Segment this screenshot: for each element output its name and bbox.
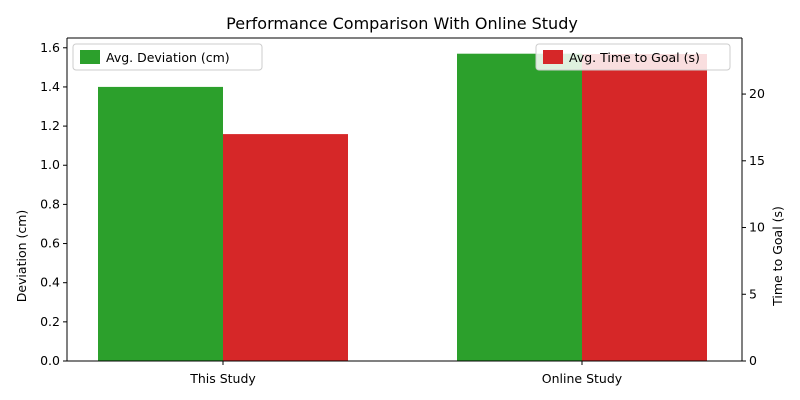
legend-right-label: Avg. Time to Goal (s) — [569, 50, 700, 65]
y-left-tick-label: 1.6 — [40, 40, 60, 55]
y-left-tick-label: 1.2 — [40, 118, 60, 133]
legend-right-frame — [535, 43, 731, 71]
y-right-tick-label: 15 — [749, 153, 765, 168]
legend-left: Avg. Deviation (cm) — [72, 43, 263, 71]
axes-layer: 0.0 0.2 0.4 0.6 0.8 1.0 1.2 1.4 1.6 0 5 10 15 20 This … — [40, 37, 765, 386]
bars-layer — [98, 53, 707, 362]
bar-deviation-0 — [98, 86, 223, 362]
y-right-tick-label: 0 — [749, 353, 757, 368]
legend-right: Avg. Time to Goal (s) — [535, 43, 731, 71]
y-right-tick-label: 10 — [749, 220, 765, 235]
y-left-tick-label: 0.4 — [40, 275, 60, 290]
y-left-axis-label: Deviation (cm) — [14, 210, 29, 303]
y-right-tick-label: 5 — [749, 286, 757, 301]
x-tick-label: This Study — [189, 371, 256, 386]
legend-left-label: Avg. Deviation (cm) — [106, 50, 230, 65]
legend-left-frame — [72, 43, 263, 71]
y-left-tick-label: 0.0 — [40, 353, 60, 368]
bar-deviation-1 — [457, 53, 582, 361]
x-tick-label: Online Study — [542, 371, 623, 386]
y-left-tick-label: 1.4 — [40, 79, 60, 94]
chart-title: Performance Comparison With Online Study — [226, 14, 578, 33]
bar-time-to-goal-1 — [582, 54, 707, 361]
y-left-tick-label: 0.8 — [40, 196, 60, 211]
legend-right-swatch — [543, 50, 563, 64]
y-right-tick-label: 20 — [749, 86, 765, 101]
y-left-tick-label: 1.0 — [40, 157, 60, 172]
y-right-axis-label: Time to Goal (s) — [770, 206, 785, 307]
y-left-tick-label: 0.6 — [40, 236, 60, 251]
bar-time-to-goal-0 — [223, 134, 348, 361]
legend-left-swatch — [80, 50, 100, 64]
y-left-tick-label: 0.2 — [40, 314, 60, 329]
